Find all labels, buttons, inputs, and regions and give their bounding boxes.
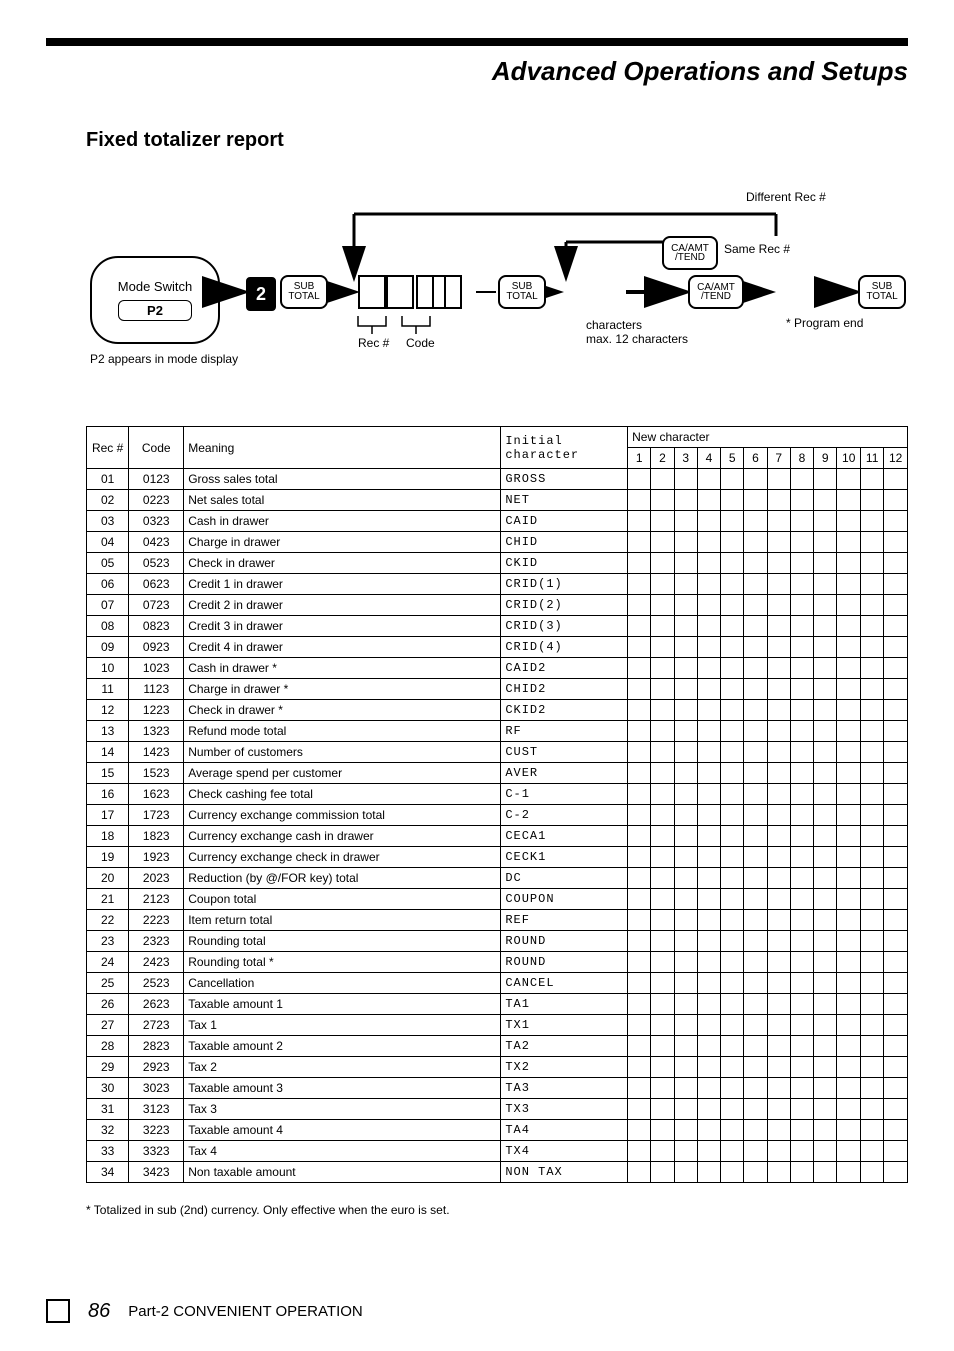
table-row: 020223Net sales totalNET — [87, 490, 908, 511]
table-row: 303023Taxable amount 3TA3 — [87, 1078, 908, 1099]
rec-box-2 — [384, 275, 414, 309]
table-row: 282823Taxable amount 2TA2 — [87, 1036, 908, 1057]
table-row: 030323Cash in drawerCAID — [87, 511, 908, 532]
codelabel: Code — [406, 336, 435, 350]
th-code: Code — [129, 427, 184, 469]
table-row: 343423Non taxable amountNON TAX — [87, 1162, 908, 1183]
table-row: 181823Currency exchange cash in drawerCE… — [87, 826, 908, 847]
table-row: 121223Check in drawer *CKID2 — [87, 700, 908, 721]
th-initial: Initial character — [501, 427, 628, 469]
table-row: 191923Currency exchange check in drawerC… — [87, 847, 908, 868]
code-box-2 — [432, 275, 462, 309]
flow-diagram: Mode Switch P2 P2 appears in mode displa… — [46, 176, 908, 406]
table-row: 010123Gross sales totalGROSS — [87, 469, 908, 490]
table-row: 070723Credit 2 in drawerCRID(2) — [87, 595, 908, 616]
table-row: 252523CancellationCANCEL — [87, 973, 908, 994]
key-2: 2 — [246, 277, 276, 311]
th-rec: Rec # — [87, 427, 129, 469]
table-row: 050523Check in drawerCKID — [87, 553, 908, 574]
section-title: Fixed totalizer report — [86, 129, 908, 152]
program-end: * Program end — [786, 316, 863, 330]
table-row: 232323Rounding totalROUND — [87, 931, 908, 952]
table-row: 242423Rounding total *ROUND — [87, 952, 908, 973]
table-row: 262623Taxable amount 1TA1 — [87, 994, 908, 1015]
key-subtotal-2: SUB TOTAL — [498, 275, 546, 309]
key-subtotal-3: SUB TOTAL — [858, 275, 906, 309]
page-footer: 86 Part-2 CONVENIENT OPERATION — [46, 1299, 908, 1323]
table-row: 101023Cash in drawer *CAID2 — [87, 658, 908, 679]
table-row: 060623Credit 1 in drawerCRID(1) — [87, 574, 908, 595]
table-row: 212123Coupon totalCOUPON — [87, 889, 908, 910]
table-row: 040423Charge in drawerCHID — [87, 532, 908, 553]
same-label: Same Rec # — [724, 242, 790, 256]
th-meaning: Meaning — [184, 427, 501, 469]
footer-box-icon — [46, 1299, 70, 1323]
footer-page: 86 — [88, 1300, 110, 1323]
table-row: 202023Reduction (by @/FOR key) totalDC — [87, 868, 908, 889]
key-subtotal-1: SUB TOTAL — [280, 275, 328, 309]
table-row: 161623Check cashing fee totalC-1 — [87, 784, 908, 805]
key-caamt: CA/AMT /TEND — [688, 275, 744, 309]
footer-text: Part-2 CONVENIENT OPERATION — [128, 1303, 363, 1320]
page-rule — [46, 38, 908, 46]
key-caamt-loop: CA/AMT /TEND — [662, 236, 718, 270]
charlabel: characters — [586, 318, 642, 332]
footnote: * Totalized in sub (2nd) currency. Only … — [86, 1203, 908, 1217]
maxlabel: max. 12 characters — [586, 332, 688, 346]
totalizer-table: Rec # Code Meaning Initial character New… — [86, 426, 908, 1183]
table-row: 090923Credit 4 in drawerCRID(4) — [87, 637, 908, 658]
table-row: 222223Item return totalREF — [87, 910, 908, 931]
table-row: 313123Tax 3TX3 — [87, 1099, 908, 1120]
table-row: 171723Currency exchange commission total… — [87, 805, 908, 826]
bubble-text: Mode Switch — [118, 279, 192, 294]
table-row: 080823Credit 3 in drawerCRID(3) — [87, 616, 908, 637]
table-row: 151523Average spend per customerAVER — [87, 763, 908, 784]
diff-label: Different Rec # — [746, 190, 826, 204]
page-heading: Advanced Operations and Setups — [46, 56, 908, 87]
table-row: 333323Tax 4TX4 — [87, 1141, 908, 1162]
table-row: 131323Refund mode totalRF — [87, 721, 908, 742]
mode-label: P2 appears in mode display — [90, 352, 240, 366]
th-new: New character — [628, 427, 908, 448]
table-row: 111123Charge in drawer *CHID2 — [87, 679, 908, 700]
table-row: 292923Tax 2TX2 — [87, 1057, 908, 1078]
table-row: 323223Taxable amount 4TA4 — [87, 1120, 908, 1141]
table-row: 141423Number of customersCUST — [87, 742, 908, 763]
table-row: 272723Tax 1TX1 — [87, 1015, 908, 1036]
reclabel: Rec # — [358, 336, 389, 350]
